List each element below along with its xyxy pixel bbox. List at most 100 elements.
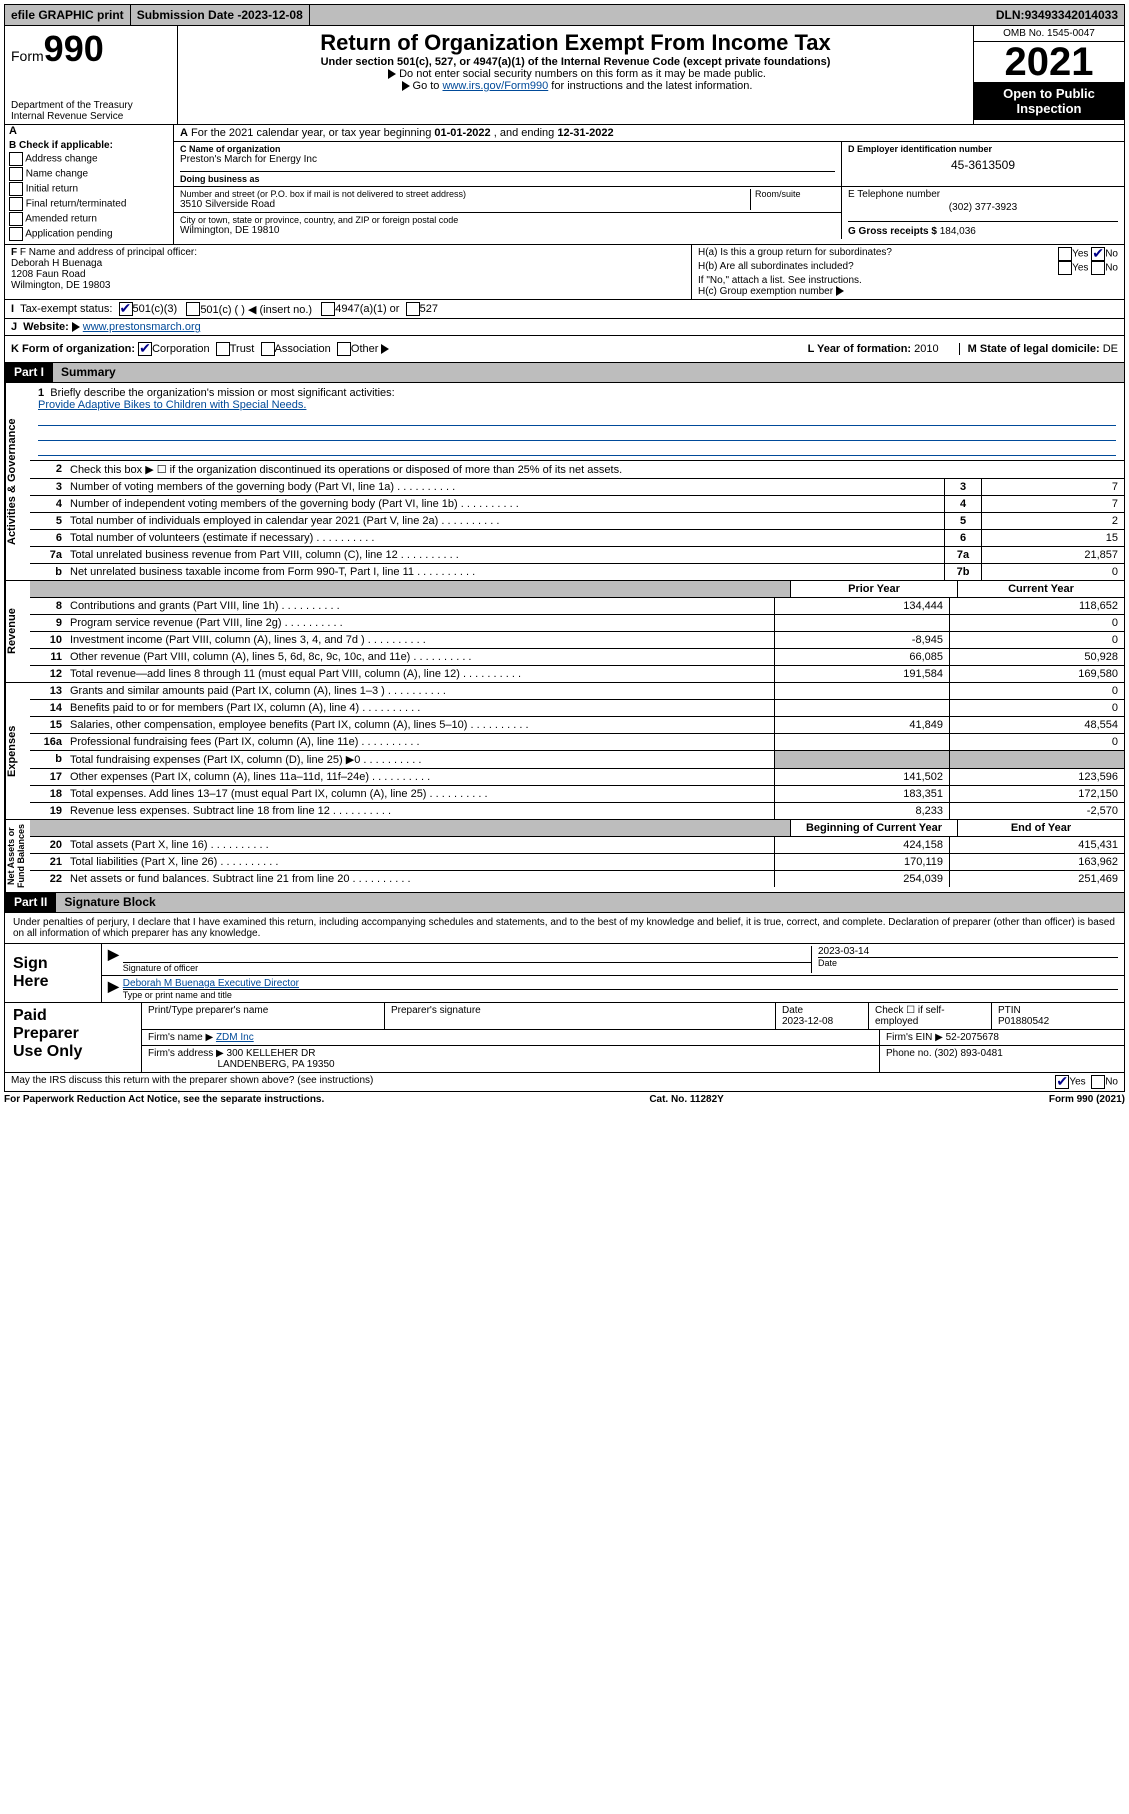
revenue-line: 12Total revenue—add lines 8 through 11 (… bbox=[30, 666, 1124, 682]
expense-line: 16aProfessional fundraising fees (Part I… bbox=[30, 734, 1124, 751]
mission-text: Provide Adaptive Bikes to Children with … bbox=[38, 399, 1116, 411]
check-trust[interactable] bbox=[216, 342, 230, 356]
netasset-line: 22Net assets or fund balances. Subtract … bbox=[30, 871, 1124, 887]
address-block: Number and street (or P.O. box if mail i… bbox=[174, 187, 842, 239]
sign-date: 2023-03-14 bbox=[818, 946, 1118, 957]
header-mid: Return of Organization Exempt From Incom… bbox=[178, 26, 973, 124]
efile-label[interactable]: efile GRAPHIC print bbox=[5, 5, 131, 25]
gov-line: 5Total number of individuals employed in… bbox=[30, 513, 1124, 530]
discuss-row: May the IRS discuss this return with the… bbox=[4, 1073, 1125, 1092]
gov-line: 4Number of independent voting members of… bbox=[30, 496, 1124, 513]
check-self-employed[interactable]: Check ☐ if self-employed bbox=[869, 1003, 992, 1029]
ein-block: D Employer identification number 45-3613… bbox=[842, 142, 1124, 186]
top-bar: efile GRAPHIC print Submission Date - 20… bbox=[4, 4, 1125, 26]
gov-line: bNet unrelated business taxable income f… bbox=[30, 564, 1124, 580]
website-link[interactable]: www.prestonsmarch.org bbox=[83, 321, 201, 333]
check-corp[interactable] bbox=[138, 342, 152, 356]
expense-line: 13Grants and similar amounts paid (Part … bbox=[30, 683, 1124, 700]
phone-receipts-block: E Telephone number (302) 377-3923 G Gros… bbox=[842, 187, 1124, 239]
firm-addr: 300 KELLEHER DR bbox=[227, 1048, 316, 1059]
cat-no: Cat. No. 11282Y bbox=[649, 1094, 723, 1105]
part2-header: Part II Signature Block bbox=[4, 893, 1125, 913]
revenue-line: 10Investment income (Part VIII, column (… bbox=[30, 632, 1124, 649]
dln: DLN: 93493342014033 bbox=[990, 5, 1124, 25]
vtab-expenses: Expenses bbox=[5, 683, 30, 819]
tax-year: 2021 bbox=[974, 42, 1124, 82]
gov-line: 7aTotal unrelated business revenue from … bbox=[30, 547, 1124, 564]
paid-preparer-block: Paid Preparer Use Only Print/Type prepar… bbox=[4, 1003, 1125, 1073]
col-cde: A For the 2021 calendar year, or tax yea… bbox=[174, 125, 1124, 244]
revenue-line: 9Program service revenue (Part VIII, lin… bbox=[30, 615, 1124, 632]
form-number: 990 bbox=[44, 28, 104, 69]
expense-line: 14Benefits paid to or for members (Part … bbox=[30, 700, 1124, 717]
org-name-block: C Name of organization Preston's March f… bbox=[174, 142, 842, 186]
check-address-change[interactable]: Address change bbox=[9, 152, 169, 166]
city-state-zip: Wilmington, DE 19810 bbox=[180, 225, 835, 236]
check-initial-return[interactable]: Initial return bbox=[9, 182, 169, 196]
gross-receipts: 184,036 bbox=[940, 226, 976, 237]
check-501c3[interactable] bbox=[119, 302, 133, 316]
mission-block: 1 Briefly describe the organization's mi… bbox=[30, 383, 1124, 461]
check-name-change[interactable]: Name change bbox=[9, 167, 169, 181]
signature-intro: Under penalties of perjury, I declare th… bbox=[4, 913, 1125, 944]
vtab-governance: Activities & Governance bbox=[5, 383, 30, 580]
k-l-m-row: K Form of organization: Corporation Trus… bbox=[4, 336, 1125, 363]
irs-link[interactable]: www.irs.gov/Form990 bbox=[442, 80, 548, 92]
check-assoc[interactable] bbox=[261, 342, 275, 356]
check-amended[interactable]: Amended return bbox=[9, 212, 169, 226]
col-b-checkboxes: A For the 2021 calendar year, or tax yea… bbox=[5, 125, 174, 244]
tax-exempt-row: ITax-exempt status: 501(c)(3) 501(c) ( )… bbox=[4, 300, 1125, 319]
check-4947[interactable] bbox=[321, 302, 335, 316]
governance-block: Activities & Governance 1 Briefly descri… bbox=[4, 383, 1125, 581]
dept-treasury: Department of the Treasury Internal Reve… bbox=[11, 100, 171, 122]
org-name: Preston's March for Energy Inc bbox=[180, 154, 835, 165]
firm-ein: 52-2075678 bbox=[946, 1032, 999, 1043]
row-fh: F F Name and address of principal office… bbox=[4, 245, 1125, 300]
section-a: A For the 2021 calendar year, or tax yea… bbox=[4, 125, 1125, 245]
telephone: (302) 377-3923 bbox=[848, 200, 1118, 215]
website-row: JWebsite: www.prestonsmarch.org bbox=[4, 319, 1125, 336]
netasset-line: 20Total assets (Part X, line 16)424,1584… bbox=[30, 837, 1124, 854]
form-ref: Form 990 (2021) bbox=[1049, 1094, 1125, 1105]
firm-phone: (302) 893-0481 bbox=[934, 1048, 1002, 1059]
open-public-badge: Open to Public Inspection bbox=[974, 82, 1124, 120]
prep-date: 2023-12-08 bbox=[782, 1016, 833, 1027]
ein-value: 45-3613509 bbox=[848, 154, 1118, 176]
netassets-block: Net Assets or Fund Balances Beginning of… bbox=[4, 820, 1125, 893]
gov-line: 3Number of voting members of the governi… bbox=[30, 479, 1124, 496]
ptin: P01880542 bbox=[998, 1016, 1049, 1027]
check-app-pending[interactable]: Application pending bbox=[9, 227, 169, 241]
firm-name: ZDM Inc bbox=[216, 1032, 254, 1043]
revenue-line: 8Contributions and grants (Part VIII, li… bbox=[30, 598, 1124, 615]
principal-officer: F F Name and address of principal office… bbox=[5, 245, 692, 299]
discuss-no[interactable] bbox=[1091, 1075, 1105, 1089]
form-header: Form990 Department of the Treasury Inter… bbox=[4, 26, 1125, 125]
check-501c[interactable] bbox=[186, 302, 200, 316]
signature-line: Signature of officer bbox=[123, 962, 811, 973]
street-address: 3510 Silverside Road bbox=[180, 199, 750, 210]
footer-last: For Paperwork Reduction Act Notice, see … bbox=[4, 1092, 1125, 1107]
check-other[interactable] bbox=[337, 342, 351, 356]
expense-line: 19Revenue less expenses. Subtract line 1… bbox=[30, 803, 1124, 819]
expense-line: bTotal fundraising expenses (Part IX, co… bbox=[30, 751, 1124, 769]
form-title: Return of Organization Exempt From Incom… bbox=[182, 30, 969, 56]
check-527[interactable] bbox=[406, 302, 420, 316]
expense-line: 17Other expenses (Part IX, column (A), l… bbox=[30, 769, 1124, 786]
submission-date: Submission Date - 2023-12-08 bbox=[131, 5, 310, 25]
check-final-return[interactable]: Final return/terminated bbox=[9, 197, 169, 211]
expenses-block: Expenses 13Grants and similar amounts pa… bbox=[4, 683, 1125, 820]
discuss-yes[interactable] bbox=[1055, 1075, 1069, 1089]
sign-here-block: Sign Here ▶ Signature of officer 2023-03… bbox=[4, 944, 1125, 1003]
expense-line: 15Salaries, other compensation, employee… bbox=[30, 717, 1124, 734]
vtab-netassets: Net Assets or Fund Balances bbox=[5, 820, 30, 892]
group-return-block: H(a) Is this a group return for subordin… bbox=[692, 245, 1124, 299]
vtab-revenue: Revenue bbox=[5, 581, 30, 682]
expense-line: 18Total expenses. Add lines 13–17 (must … bbox=[30, 786, 1124, 803]
revenue-line: 11Other revenue (Part VIII, column (A), … bbox=[30, 649, 1124, 666]
gov-line: 6Total number of volunteers (estimate if… bbox=[30, 530, 1124, 547]
officer-name: Deborah M Buenaga Executive Director bbox=[123, 978, 1118, 989]
header-left: Form990 Department of the Treasury Inter… bbox=[5, 26, 178, 124]
revenue-block: Revenue Prior YearCurrent Year 8Contribu… bbox=[4, 581, 1125, 683]
room-suite: Room/suite bbox=[750, 189, 835, 210]
netasset-line: 21Total liabilities (Part X, line 26)170… bbox=[30, 854, 1124, 871]
